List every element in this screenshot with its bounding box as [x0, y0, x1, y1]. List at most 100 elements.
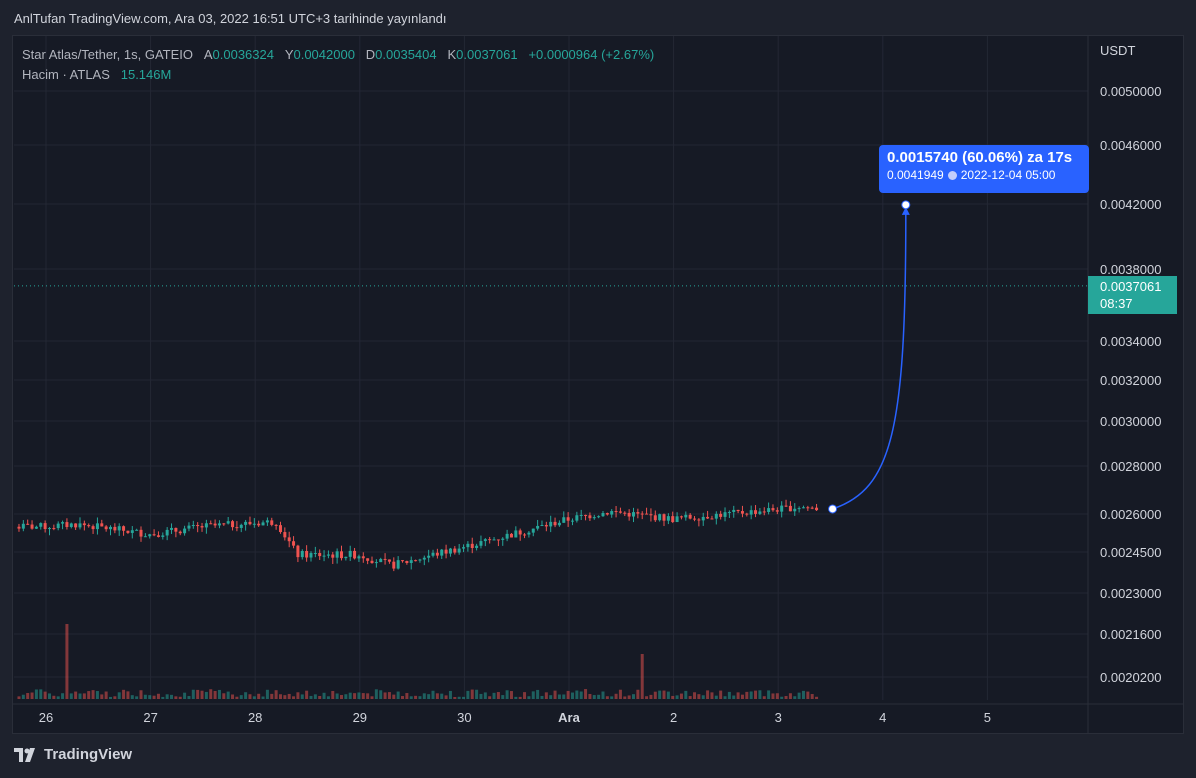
candle-body	[470, 543, 474, 549]
volume-bar	[697, 694, 701, 699]
candle-body	[204, 523, 208, 528]
candle-body	[588, 515, 592, 519]
candle-body	[466, 543, 470, 548]
measure-target-price: 0.0041949	[887, 168, 944, 182]
candle-body	[806, 507, 810, 509]
volume-bar	[257, 693, 261, 699]
volume-bar	[544, 692, 548, 699]
candle-body	[165, 529, 169, 536]
legend-close-label: K	[447, 47, 457, 62]
candle-body	[727, 512, 731, 514]
volume-bar	[69, 693, 73, 699]
candle-body	[244, 521, 248, 525]
candle-body	[570, 520, 574, 522]
volume-bar	[531, 691, 535, 699]
candle-body	[409, 560, 413, 563]
candle-body	[636, 512, 640, 514]
volume-bar	[292, 696, 296, 699]
volume-bar	[514, 696, 518, 699]
candle-body	[758, 511, 762, 514]
candle-body	[392, 561, 396, 569]
volume-bar	[614, 693, 618, 699]
volume-bar	[627, 695, 631, 699]
volume-bar	[801, 690, 805, 699]
candle-body	[296, 545, 300, 558]
candle-body	[658, 514, 662, 521]
volume-bar	[78, 693, 82, 699]
candle-body	[549, 521, 553, 527]
candle-body	[339, 551, 343, 559]
candle-body	[113, 526, 117, 531]
candle-body	[39, 523, 43, 527]
candle-body	[496, 539, 500, 541]
x-tick-label: 5	[984, 710, 991, 725]
volume-bar	[479, 693, 483, 699]
candle-body	[553, 521, 557, 526]
volume-bar	[536, 689, 540, 699]
candle-body	[257, 523, 261, 526]
candle-body	[52, 528, 56, 530]
candle-body	[344, 556, 348, 559]
volume-bar	[370, 696, 374, 699]
candle-body	[357, 556, 361, 559]
volume-bar	[326, 696, 330, 699]
volume-bar	[453, 696, 457, 699]
volume-bar	[483, 692, 487, 699]
tradingview-logo[interactable]: TradingView	[14, 746, 132, 763]
legend-symbol[interactable]: Star Atlas/Tether, 1s, GATEIO	[22, 47, 193, 62]
candle-body	[183, 528, 187, 534]
volume-bar	[710, 692, 714, 699]
volume-bar	[61, 693, 65, 699]
candle-body	[191, 525, 195, 527]
y-tick-label: 0.0038000	[1100, 262, 1161, 277]
candle-body	[152, 534, 156, 536]
candle-body	[623, 512, 627, 514]
volume-bar	[17, 696, 21, 699]
candle-body	[213, 523, 217, 526]
candle-body	[810, 507, 814, 509]
volume-bar	[658, 690, 662, 699]
y-tick-label: 0.0030000	[1100, 414, 1161, 429]
candle-body	[540, 525, 544, 527]
candle-body	[514, 530, 518, 538]
candle-body	[126, 530, 130, 533]
volume-bar	[780, 696, 784, 699]
volume-bar	[265, 689, 269, 699]
price-range-measure-label[interactable]: 0.0015740 (60.06%) za 17s 0.0041949 2022…	[879, 145, 1089, 193]
candle-body	[231, 521, 235, 528]
y-tick-label: 0.0050000	[1100, 84, 1161, 99]
volume-bar	[309, 695, 313, 699]
volume-bar	[222, 693, 226, 699]
candle-body	[143, 536, 147, 538]
legend-volume-label[interactable]: Hacim · ATLAS	[22, 67, 110, 82]
volume-bar	[196, 689, 200, 699]
legend-ohlc-row: Star Atlas/Tether, 1s, GATEIO A0.0036324…	[22, 45, 654, 65]
volume-bar	[806, 691, 810, 699]
volume-bar	[87, 691, 91, 699]
volume-bar	[178, 696, 182, 699]
volume-bar	[732, 695, 736, 699]
volume-bar	[139, 690, 143, 699]
volume-bar	[313, 694, 317, 699]
candle-body	[383, 558, 387, 560]
candle-body	[209, 523, 213, 525]
candle-body	[536, 525, 540, 529]
volume-bar	[601, 691, 605, 699]
candle-body	[292, 541, 296, 546]
volume-bar	[527, 696, 531, 699]
candle-body	[501, 538, 505, 540]
legend-change: +0.0000964 (+2.67%)	[528, 47, 655, 62]
candle-body	[353, 550, 357, 559]
y-tick-label: 0.0042000	[1100, 197, 1161, 212]
volume-bar	[758, 690, 762, 699]
volume-bar	[401, 696, 405, 699]
volume-bar	[213, 690, 217, 699]
chart-legend: Star Atlas/Tether, 1s, GATEIO A0.0036324…	[22, 45, 654, 85]
candle-body	[74, 523, 78, 528]
volume-bar	[727, 691, 731, 699]
candle-body	[671, 516, 675, 523]
candle-body	[21, 523, 25, 529]
candle-body	[313, 553, 317, 555]
candle-body	[427, 555, 431, 558]
